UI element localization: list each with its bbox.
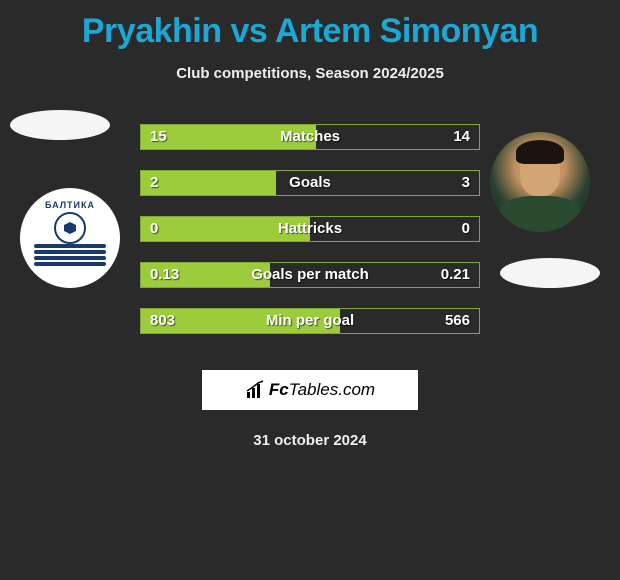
subtitle: Club competitions, Season 2024/2025 [0,65,620,82]
stat-row: 23Goals [140,170,480,196]
stat-label: Min per goal [140,308,480,334]
page-title: Pryakhin vs Artem Simonyan [0,12,620,51]
stat-label: Matches [140,124,480,150]
stat-row: 803566Min per goal [140,308,480,334]
stats-table: 1514Matches 23Goals 00Hattricks 0.130.21Goa… [140,124,480,354]
stat-row: 00Hattricks [140,216,480,242]
club-ball-icon [54,212,86,244]
brand-chart-icon [245,380,265,400]
comparison-infographic: Pryakhin vs Artem Simonyan Club competit… [0,0,620,459]
club-left-badge: БАЛТИКА [20,188,120,288]
brand-tables: Tables.com [289,380,375,399]
stat-label: Goals [140,170,480,196]
player-right-avatar [490,132,590,232]
stat-row: 0.130.21Goals per match [140,262,480,288]
date-text: 31 october 2024 [0,432,620,449]
brand-box: FcTables.com [202,370,418,410]
stat-label: Hattricks [140,216,480,242]
main-area: БАЛТИКА 1514Matches 23Goals 00Hattricks 0.1… [0,110,620,350]
stat-row: 1514Matches [140,124,480,150]
club-right-badge-placeholder [500,258,600,288]
brand-fc: Fc [269,380,289,399]
brand-text: FcTables.com [269,380,375,400]
club-left-name: БАЛТИКА [30,200,110,212]
stat-label: Goals per match [140,262,480,288]
player-left-avatar-placeholder [10,110,110,140]
club-waves-icon [34,244,106,274]
